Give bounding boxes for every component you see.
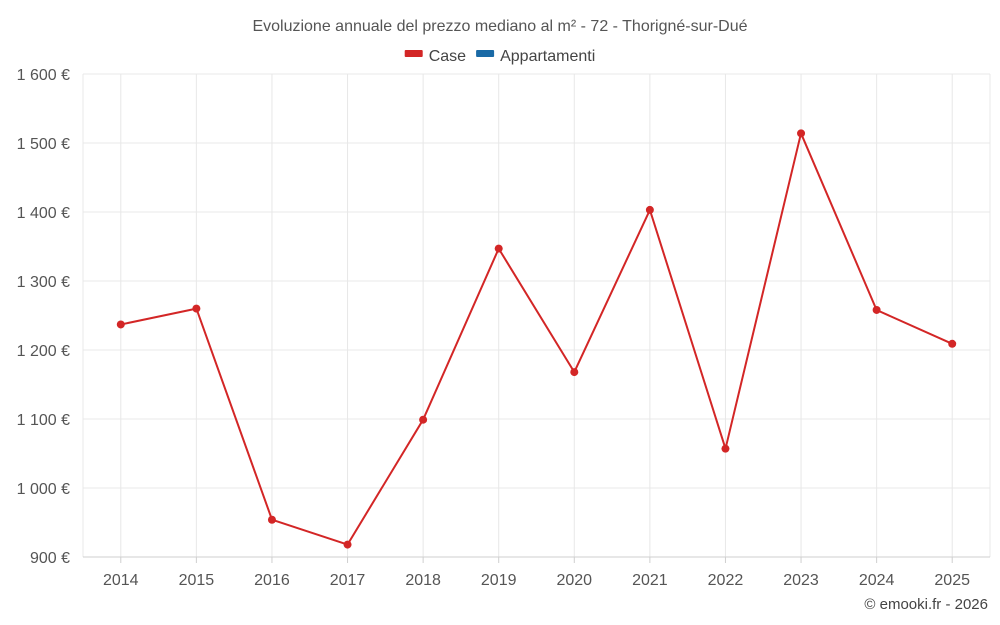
y-tick-label: 1 400 € — [17, 205, 70, 222]
data-point — [872, 305, 881, 314]
y-tick-label: 1 500 € — [17, 136, 70, 153]
legend-swatch — [476, 50, 495, 57]
series-line-case — [120, 132, 953, 546]
data-point — [570, 368, 579, 377]
legend-item-case[interactable]: Case — [404, 48, 466, 65]
legend-item-appartamenti[interactable]: Appartamenti — [476, 48, 595, 65]
data-point — [116, 320, 125, 329]
x-tick-label: 2025 — [934, 572, 970, 589]
x-tick-label: 2023 — [783, 572, 819, 589]
y-tick-label: 1 200 € — [17, 343, 70, 360]
data-point — [721, 444, 730, 453]
x-tick-label: 2022 — [708, 572, 744, 589]
axes: 900 € 1 000 € 1 100 € 1 200 € 1 300 € 1 400 €… — [17, 67, 990, 589]
credit-text: © emooki.fr - 2026 — [864, 596, 988, 613]
grid — [82, 73, 991, 558]
data-point — [192, 304, 201, 313]
data-point — [494, 244, 503, 253]
data-point — [948, 339, 957, 348]
x-tick-label: 2021 — [632, 572, 668, 589]
data-point — [267, 515, 276, 524]
legend-label: Case — [429, 48, 466, 65]
chart-title: Evoluzione annuale del prezzo mediano al… — [252, 18, 747, 35]
x-tick-label: 2014 — [103, 572, 139, 589]
x-tick-label: 2020 — [556, 572, 592, 589]
data-point — [797, 129, 806, 138]
series-layer — [116, 129, 957, 549]
y-tick-label: 1 000 € — [17, 481, 70, 498]
y-tick-label: 900 € — [30, 550, 70, 567]
legend-label: Appartamenti — [500, 48, 595, 65]
x-tick-label: 2016 — [254, 572, 290, 589]
x-tick-label: 2019 — [481, 572, 517, 589]
x-tick-label: 2017 — [330, 572, 366, 589]
y-tick-label: 1 600 € — [17, 67, 70, 84]
legend-swatch — [404, 50, 423, 57]
legend: Case Appartamenti — [404, 48, 595, 65]
x-tick-label: 2018 — [405, 572, 441, 589]
data-point — [645, 205, 654, 214]
x-tick-label: 2024 — [859, 572, 895, 589]
y-tick-label: 1 100 € — [17, 412, 70, 429]
y-tick-label: 1 300 € — [17, 274, 70, 291]
data-point — [343, 540, 352, 549]
x-tick-label: 2015 — [179, 572, 215, 589]
data-point — [419, 415, 428, 424]
